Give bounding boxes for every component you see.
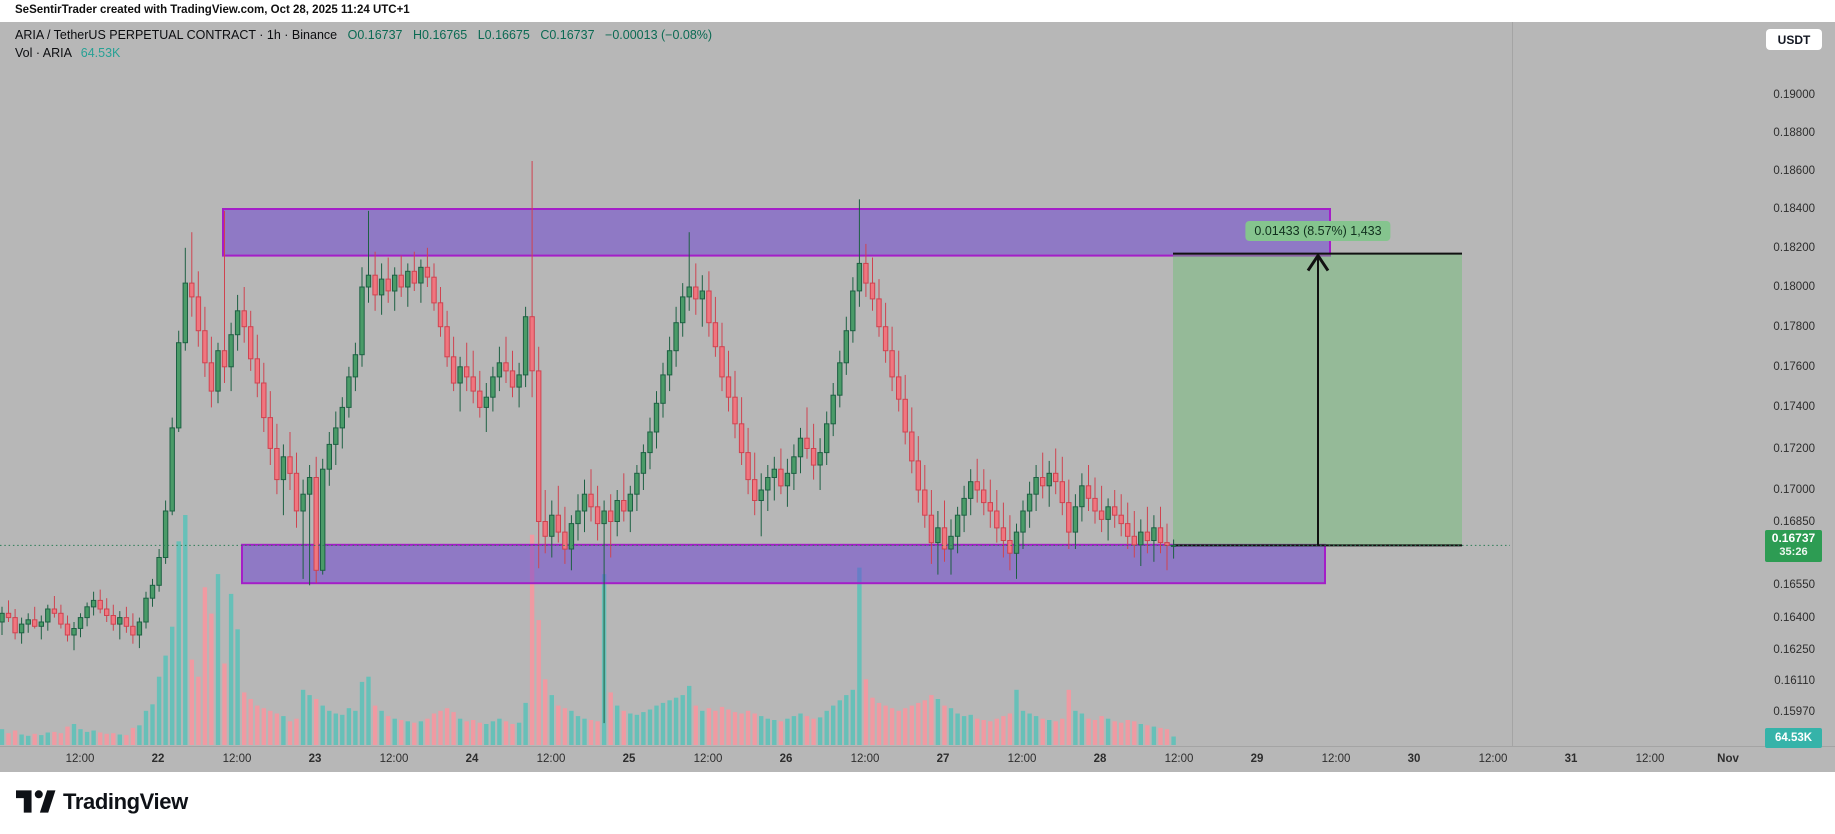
time-tick-label: 12:00 xyxy=(693,753,723,765)
price-tick-label: 0.16550 xyxy=(1773,579,1815,592)
time-tick-label: 12:00 xyxy=(65,753,95,765)
time-tick-label: 30 xyxy=(1407,753,1421,765)
price-tick-label: 0.18000 xyxy=(1773,281,1815,293)
legend-high: H0.16765 xyxy=(413,28,468,42)
price-axis-separator xyxy=(1512,22,1513,746)
legend-close: C0.16737 xyxy=(540,28,595,42)
time-tick-label: 12:00 xyxy=(1635,753,1665,765)
measure-arrow xyxy=(1306,252,1330,546)
price-tick-label: 0.18800 xyxy=(1773,126,1815,139)
time-tick-label: 24 xyxy=(465,753,479,765)
price-tick-label: 0.17400 xyxy=(1773,401,1815,414)
attribution-bar: SeSentirTrader created with TradingView.… xyxy=(0,0,1835,22)
time-tick-label: 28 xyxy=(1093,753,1107,765)
time-tick-label: 25 xyxy=(622,753,636,765)
tradingview-logo-icon xyxy=(16,790,56,813)
time-tick-label: 12:00 xyxy=(1478,753,1508,765)
price-tick-label: 0.17600 xyxy=(1773,360,1815,373)
time-tick-label: 12:00 xyxy=(536,753,566,765)
time-tick-label: 27 xyxy=(936,753,950,765)
time-tick-label: Nov xyxy=(1717,753,1739,765)
price-tick-label: 0.15970 xyxy=(1773,706,1815,718)
time-tick-label: 23 xyxy=(308,753,322,765)
bar-countdown: 35:26 xyxy=(1779,545,1808,558)
price-tick-label: 0.17200 xyxy=(1773,442,1815,455)
measurement-label[interactable]: 0.01433 (8.57%) 1,433 xyxy=(1245,221,1391,241)
price-tick-label: 0.16250 xyxy=(1773,644,1815,657)
tradingview-logo[interactable]: TradingView xyxy=(16,788,188,815)
symbol-legend[interactable]: ARIA / TetherUS PERPETUAL CONTRACT · 1h … xyxy=(15,28,712,42)
volume-badge: 64.53K xyxy=(1765,728,1822,748)
price-tick-label: 0.17000 xyxy=(1773,484,1815,496)
volume-legend[interactable]: Vol · ARIA 64.53K xyxy=(15,46,120,60)
time-tick-label: 22 xyxy=(151,753,165,765)
currency-toggle-button[interactable]: USDT xyxy=(1766,29,1822,50)
volume-legend-value: 64.53K xyxy=(80,46,121,60)
candles xyxy=(0,161,1177,724)
time-tick-label: 12:00 xyxy=(379,753,409,765)
symbol-title[interactable]: ARIA / TetherUS PERPETUAL CONTRACT · 1h … xyxy=(15,28,338,42)
price-zones xyxy=(222,208,1331,585)
legend-low: L0.16675 xyxy=(477,28,530,42)
price-tick-label: 0.18200 xyxy=(1773,241,1815,254)
footer-bar: TradingView xyxy=(0,772,1835,834)
price-tick-label: 0.17800 xyxy=(1773,320,1815,333)
legend-open: O0.16737 xyxy=(347,28,403,42)
last-price-badge: 0.16737 35:26 xyxy=(1765,530,1822,562)
supply-zone[interactable] xyxy=(222,208,1331,257)
price-tick-label: 0.16850 xyxy=(1773,515,1815,528)
time-axis-separator xyxy=(0,746,1835,747)
attribution-text: SeSentirTrader created with TradingView.… xyxy=(15,4,410,16)
time-tick-label: 12:00 xyxy=(1164,753,1194,765)
chart-area[interactable]: ARIA / TetherUS PERPETUAL CONTRACT · 1h … xyxy=(0,22,1835,772)
candlestick-plot[interactable] xyxy=(0,22,1835,772)
price-tick-label: 0.16400 xyxy=(1773,611,1815,624)
price-axis[interactable]: 0.19000 0.18800 0.18600 0.18400 0.18200 0.180… xyxy=(1512,22,1835,772)
time-tick-label: 12:00 xyxy=(850,753,880,765)
legend-change: −0.00013 (−0.08%) xyxy=(605,28,713,42)
demand-zone[interactable] xyxy=(241,543,1326,585)
price-tick-label: 0.18600 xyxy=(1773,164,1815,177)
time-tick-label: 12:00 xyxy=(1007,753,1037,765)
time-tick-label: 26 xyxy=(779,753,793,765)
tradingview-wordmark: TradingView xyxy=(63,788,188,814)
time-tick-label: 31 xyxy=(1564,753,1578,765)
time-tick-label: 12:00 xyxy=(222,753,252,765)
volume-legend-label: Vol · ARIA xyxy=(15,46,72,60)
price-tick-label: 0.16110 xyxy=(1774,675,1815,687)
volume-bars xyxy=(0,515,1176,745)
price-tick-label: 0.18400 xyxy=(1773,203,1815,215)
price-tick-label: 0.19000 xyxy=(1773,89,1815,101)
time-axis[interactable]: 12:00 22 12:00 23 12:00 24 12:00 25 12:00 26 12:00… xyxy=(0,748,1835,772)
last-price-value: 0.16737 xyxy=(1771,531,1816,545)
time-tick-label: 29 xyxy=(1250,753,1264,765)
time-tick-label: 12:00 xyxy=(1321,753,1351,765)
